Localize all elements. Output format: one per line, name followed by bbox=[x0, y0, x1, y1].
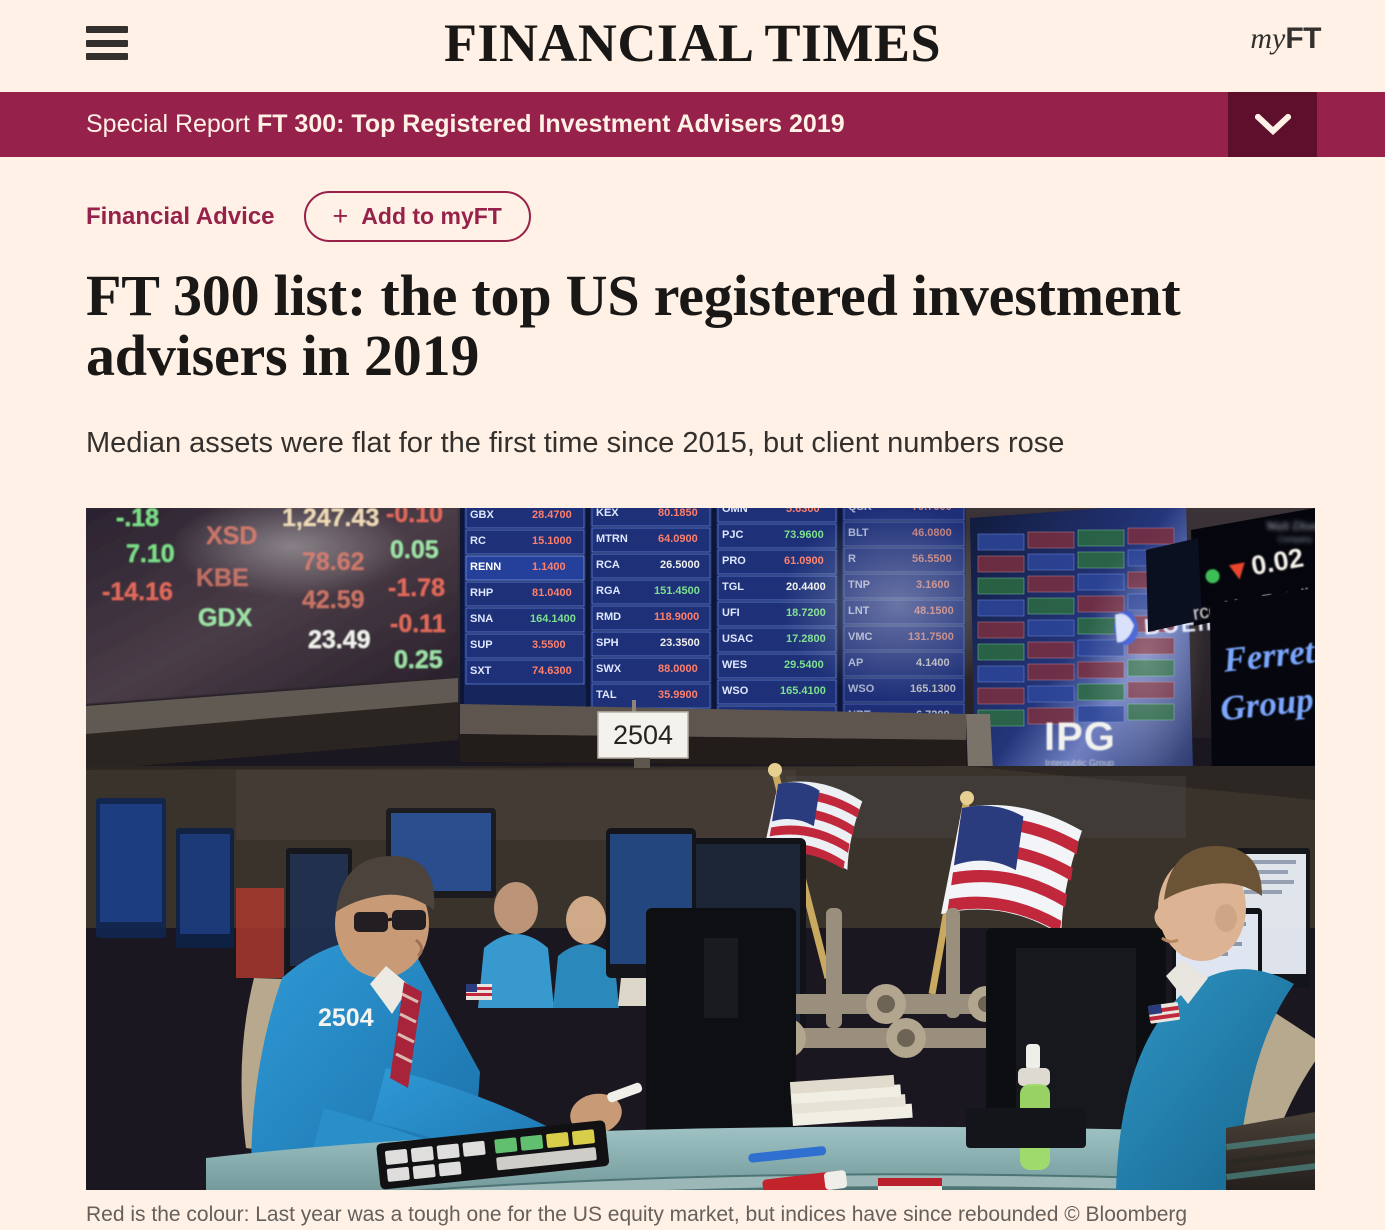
topic-link-financial-advice[interactable]: Financial Advice bbox=[86, 202, 275, 230]
hamburger-menu-icon[interactable] bbox=[86, 26, 128, 60]
svg-text:RHP: RHP bbox=[470, 587, 493, 599]
svg-text:RCA: RCA bbox=[596, 559, 620, 571]
svg-text:1,247.43: 1,247.43 bbox=[282, 508, 379, 532]
svg-text:GBX: GBX bbox=[470, 509, 495, 521]
svg-text:151.4500: 151.4500 bbox=[654, 585, 700, 597]
article-photo: -.18 7.10 -14.16 XSD KBE GDX 1,247.43 78… bbox=[86, 508, 1315, 1191]
svg-text:PRO: PRO bbox=[722, 555, 746, 567]
hamburger-bar bbox=[86, 39, 128, 47]
svg-text:79.7000: 79.7000 bbox=[912, 508, 952, 513]
plus-icon: + bbox=[332, 201, 349, 231]
svg-text:WSO: WSO bbox=[722, 685, 749, 697]
svg-text:64.0900: 64.0900 bbox=[658, 533, 698, 545]
svg-text:TGL: TGL bbox=[722, 581, 744, 593]
article-figure: -.18 7.10 -14.16 XSD KBE GDX 1,247.43 78… bbox=[86, 508, 1315, 1229]
svg-text:Company: Company bbox=[1278, 535, 1312, 544]
svg-text:SUP: SUP bbox=[470, 639, 493, 651]
svg-text:WES: WES bbox=[722, 659, 747, 671]
special-report-title: FT 300: Top Registered Investment Advise… bbox=[256, 110, 845, 138]
svg-text:42.59: 42.59 bbox=[302, 586, 365, 614]
article-standfirst: Median assets were flat for the first ti… bbox=[86, 427, 1065, 460]
svg-text:OMN: OMN bbox=[722, 508, 748, 515]
svg-text:Walt Disney: Walt Disney bbox=[1266, 518, 1315, 533]
svg-text:QSK: QSK bbox=[848, 508, 872, 513]
svg-text:1.1400: 1.1400 bbox=[532, 561, 566, 573]
svg-text:RMD: RMD bbox=[596, 611, 621, 623]
add-to-myft-button[interactable]: + Add to myFT bbox=[303, 191, 531, 242]
topic-row: Financial Advice + Add to myFT bbox=[86, 191, 1299, 242]
svg-text:3.5500: 3.5500 bbox=[532, 639, 566, 651]
svg-text:118.9000: 118.9000 bbox=[654, 611, 699, 623]
svg-text:88.0000: 88.0000 bbox=[658, 663, 698, 675]
svg-text:-0.11: -0.11 bbox=[390, 610, 446, 638]
svg-text:TAL: TAL bbox=[596, 689, 617, 701]
svg-text:GDX: GDX bbox=[198, 604, 253, 632]
svg-text:SWX: SWX bbox=[596, 663, 622, 675]
svg-text:7.10: 7.10 bbox=[126, 540, 175, 568]
hamburger-bar bbox=[86, 53, 128, 60]
chevron-down-icon[interactable] bbox=[1228, 92, 1317, 157]
svg-text:23.3500: 23.3500 bbox=[660, 637, 700, 649]
page-title: FT 300 list: the top US registered inves… bbox=[86, 263, 1181, 388]
svg-text:KEX: KEX bbox=[596, 508, 619, 519]
svg-text:164.1400: 164.1400 bbox=[530, 613, 576, 625]
ft-logo[interactable]: FINANCIAL TIMES bbox=[443, 13, 942, 73]
special-report-lead: Special Report bbox=[86, 110, 250, 138]
svg-text:-14.16: -14.16 bbox=[102, 578, 173, 606]
myft-link[interactable]: myFT bbox=[1250, 22, 1321, 56]
svg-text:RC: RC bbox=[470, 535, 486, 547]
svg-text:2504: 2504 bbox=[613, 720, 673, 750]
svg-text:PJC: PJC bbox=[722, 529, 743, 541]
svg-text:Interpublic Group: Interpublic Group bbox=[1045, 758, 1114, 768]
myft-my-text: my bbox=[1250, 22, 1286, 55]
svg-text:UFI: UFI bbox=[722, 607, 740, 619]
article-body: Financial Advice + Add to myFT FT 300 li… bbox=[0, 191, 1385, 1230]
svg-text:2504: 2504 bbox=[318, 1004, 374, 1032]
svg-text:USAC: USAC bbox=[722, 633, 753, 645]
svg-text:0.25: 0.25 bbox=[394, 646, 443, 674]
svg-text:-.18: -.18 bbox=[116, 508, 159, 532]
site-masthead: FINANCIAL TIMES myFT bbox=[0, 0, 1385, 92]
svg-text:XSD: XSD bbox=[206, 522, 257, 550]
svg-text:74.6300: 74.6300 bbox=[532, 665, 572, 677]
svg-text:78.62: 78.62 bbox=[302, 548, 365, 576]
add-to-myft-label: Add to myFT bbox=[361, 203, 502, 229]
svg-text:-0.10: -0.10 bbox=[386, 508, 443, 528]
special-report-label[interactable]: Special Report FT 300: Top Registered In… bbox=[86, 112, 845, 137]
svg-text:RGA: RGA bbox=[596, 585, 621, 597]
svg-text:SNA: SNA bbox=[470, 613, 493, 625]
svg-text:0.05: 0.05 bbox=[390, 536, 439, 564]
svg-text:35.9900: 35.9900 bbox=[658, 689, 698, 701]
svg-text:80.1850: 80.1850 bbox=[658, 508, 698, 519]
hamburger-bar bbox=[86, 26, 128, 33]
svg-text:23.49: 23.49 bbox=[308, 626, 371, 654]
svg-text:15.1000: 15.1000 bbox=[532, 535, 572, 547]
svg-text:MTRN: MTRN bbox=[596, 533, 628, 545]
svg-text:81.0400: 81.0400 bbox=[532, 587, 572, 599]
svg-text:SXT: SXT bbox=[470, 665, 492, 677]
myft-ft-text: FT bbox=[1285, 22, 1321, 55]
svg-text:28.4700: 28.4700 bbox=[532, 509, 572, 521]
special-report-bar: Special Report FT 300: Top Registered In… bbox=[0, 92, 1385, 157]
svg-text:-1.78: -1.78 bbox=[388, 574, 445, 602]
svg-text:SPH: SPH bbox=[596, 637, 619, 649]
svg-text:26.5000: 26.5000 bbox=[660, 559, 700, 571]
svg-text:165.4100: 165.4100 bbox=[780, 685, 826, 697]
figure-caption: Red is the colour: Last year was a tough… bbox=[86, 1203, 1188, 1227]
svg-text:KBE: KBE bbox=[196, 564, 249, 592]
svg-text:RENN: RENN bbox=[470, 561, 501, 573]
svg-text:5.6300: 5.6300 bbox=[786, 508, 820, 515]
